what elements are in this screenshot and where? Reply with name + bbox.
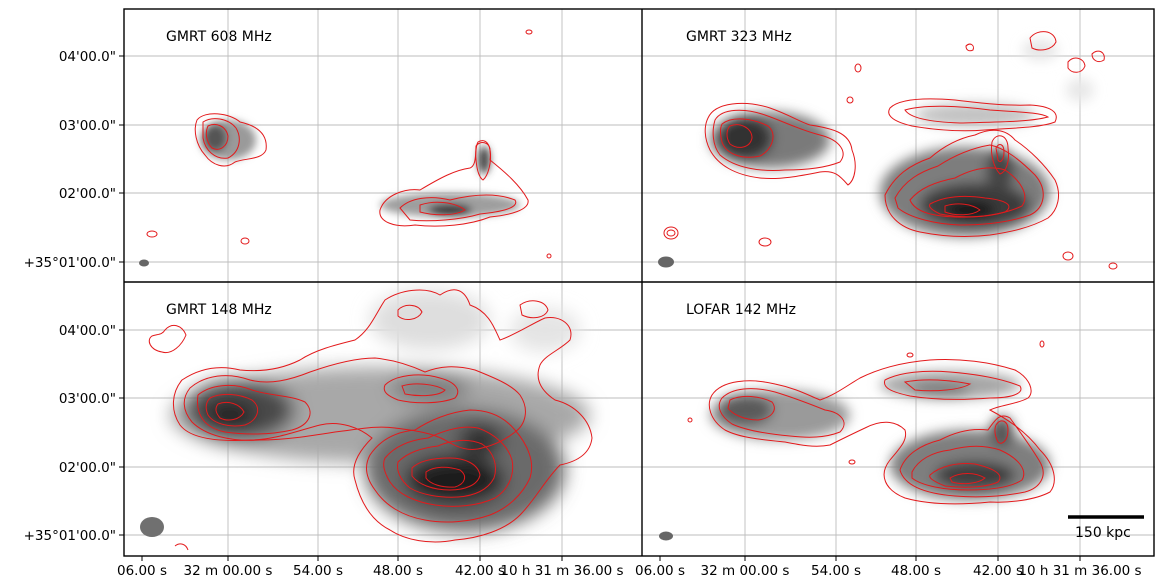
x-tick-label: 42.00 s [455,563,505,578]
y-tick-label: +35°01'00.0" [24,528,116,544]
beam-ellipse [658,256,674,268]
panel-label: GMRT 323 MHz [686,29,792,45]
panel-frames [123,8,1155,557]
panel-gmrt148: GMRT 148 MHz [124,282,642,556]
y-tick-label: 03'00.0" [59,118,116,134]
x-tick-label: 06.00 s [635,563,685,578]
panel-label: LOFAR 142 MHz [686,302,796,318]
y-tick-label: 04'00.0" [59,323,116,339]
panel-gmrt608: GMRT 608 MHz [124,9,642,282]
x-tick-label: 54.00 s [811,563,861,578]
y-tick-label: 03'00.0" [59,391,116,407]
x-tick-label: 54.00 s [293,563,343,578]
scale-bar-label: 150 kpc [1075,525,1131,541]
contours-gmrt323 [663,31,1118,270]
emission-gmrt608 [200,120,520,217]
x-tick-label: 32 m 00.00 s [184,563,273,578]
x-tick-label: 48.00 s [891,563,941,578]
x-tick-label: 10 h 31 m 36.00 s [1018,563,1141,578]
contours-gmrt608 [146,29,552,259]
beam-ellipse [659,531,673,541]
panel-gmrt323: GMRT 323 MHz [642,9,1155,282]
scale-bar: 150 kpc [1068,515,1144,541]
y-tick-label: 04'00.0" [59,49,116,65]
grid-lines [642,9,1155,282]
x-axis: 06.00 s 32 m 00.00 s 54.00 s 48.00 s 42.… [117,556,1142,578]
contours-gmrt148 [148,289,593,551]
x-tick-label: 32 m 00.00 s [701,563,790,578]
beam-ellipse [139,259,149,267]
panel-label: GMRT 608 MHz [166,29,272,45]
x-tick-label: 42.00 s [973,563,1023,578]
x-tick-label: 48.00 s [373,563,423,578]
y-axis: 04'00.0" 03'00.0" 02'00.0" +35°01'00.0" … [24,49,124,544]
y-tick-label: +35°01'00.0" [24,255,116,271]
beam-ellipse [140,517,164,537]
contours-lofar142 [687,340,1055,505]
emission-gmrt148 [170,290,590,532]
emission-gmrt323 [710,40,1094,237]
panel-lofar142: LOFAR 142 MHz 150 kpc [642,282,1155,556]
emission-lofar142 [710,371,1050,500]
x-tick-label: 06.00 s [117,563,167,578]
y-tick-label: 02'00.0" [59,186,116,202]
panel-label: GMRT 148 MHz [166,302,272,318]
y-tick-label: 02'00.0" [59,460,116,476]
x-tick-label: 10 h 31 m 36.00 s [500,563,623,578]
